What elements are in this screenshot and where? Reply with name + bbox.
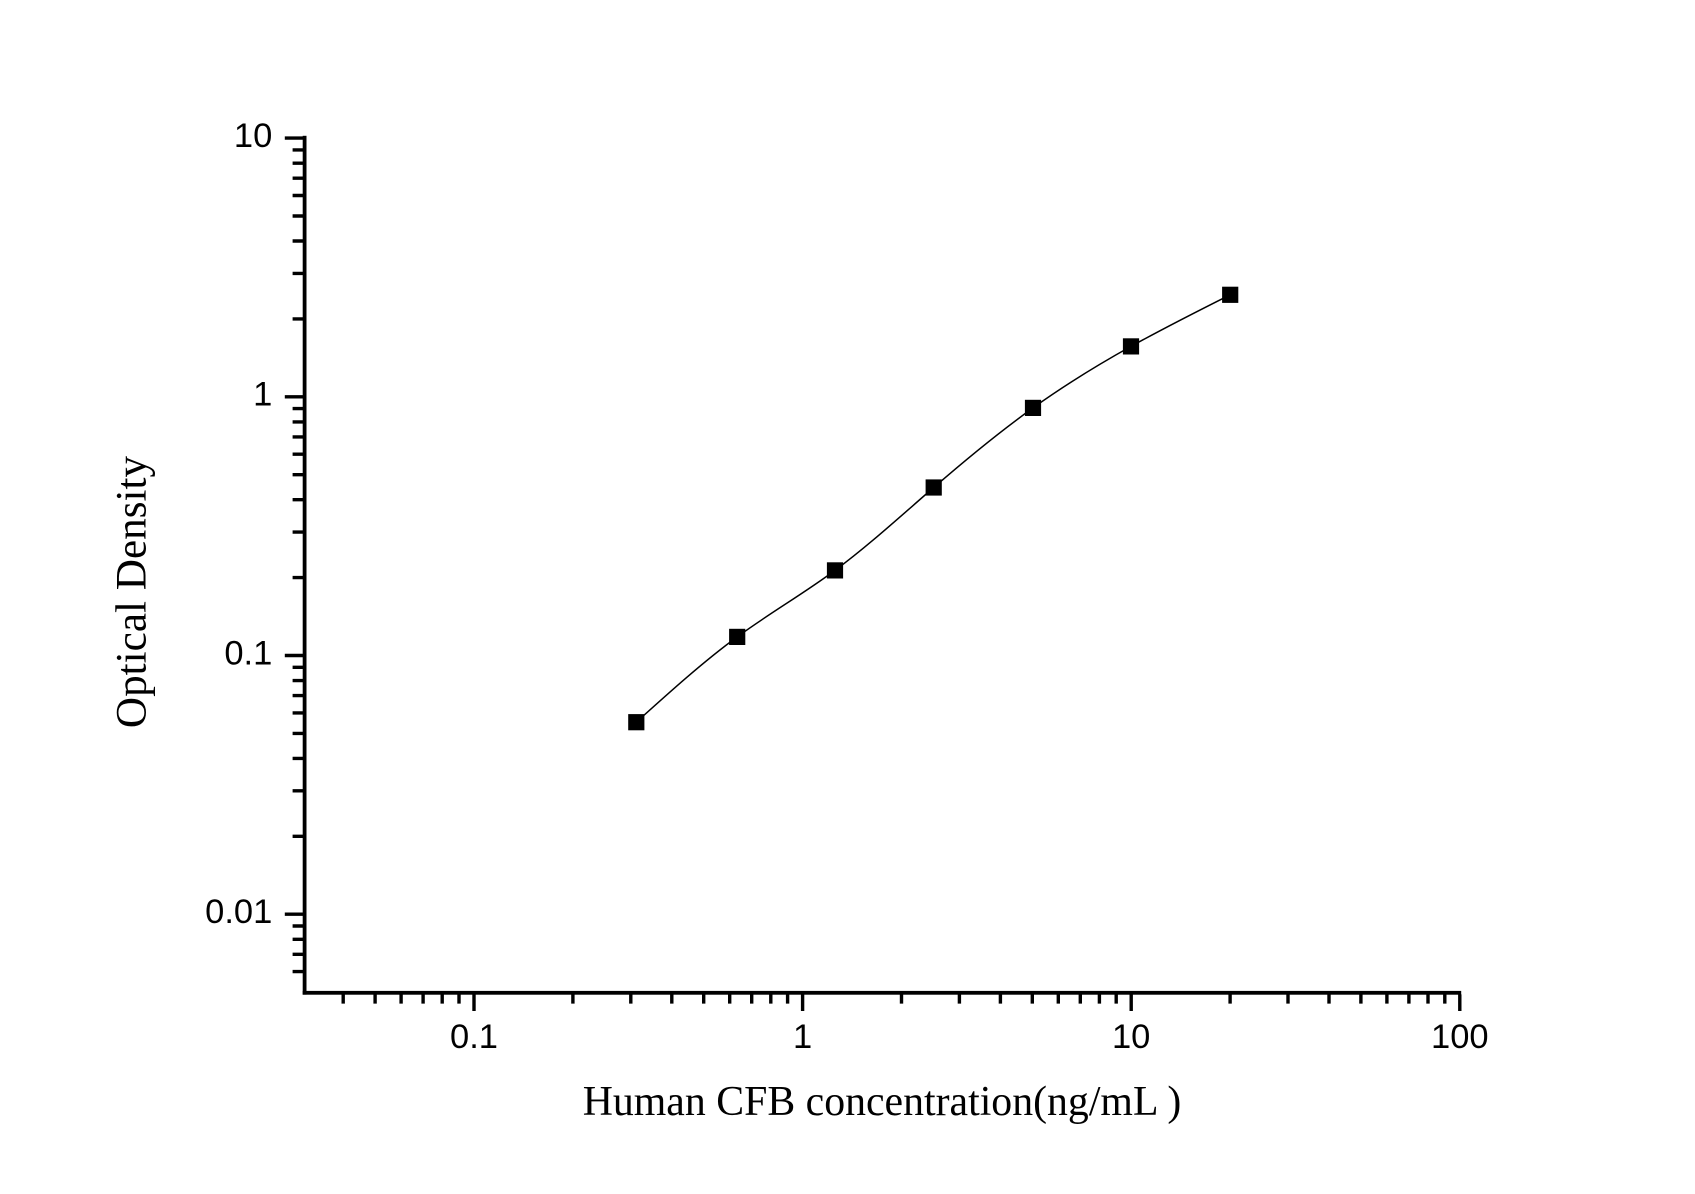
svg-text:0.01: 0.01 [205, 893, 272, 931]
svg-text:10: 10 [234, 117, 272, 155]
svg-text:Human CFB concentration(ng/mL: Human CFB concentration(ng/mL ) [583, 1079, 1182, 1125]
svg-text:0.1: 0.1 [450, 1018, 498, 1056]
svg-text:Optical Density: Optical Density [108, 455, 155, 728]
svg-text:100: 100 [1431, 1018, 1489, 1056]
svg-text:0.1: 0.1 [224, 634, 272, 672]
svg-text:1: 1 [253, 376, 272, 414]
svg-text:1: 1 [793, 1018, 812, 1056]
svg-text:10: 10 [1112, 1018, 1150, 1056]
